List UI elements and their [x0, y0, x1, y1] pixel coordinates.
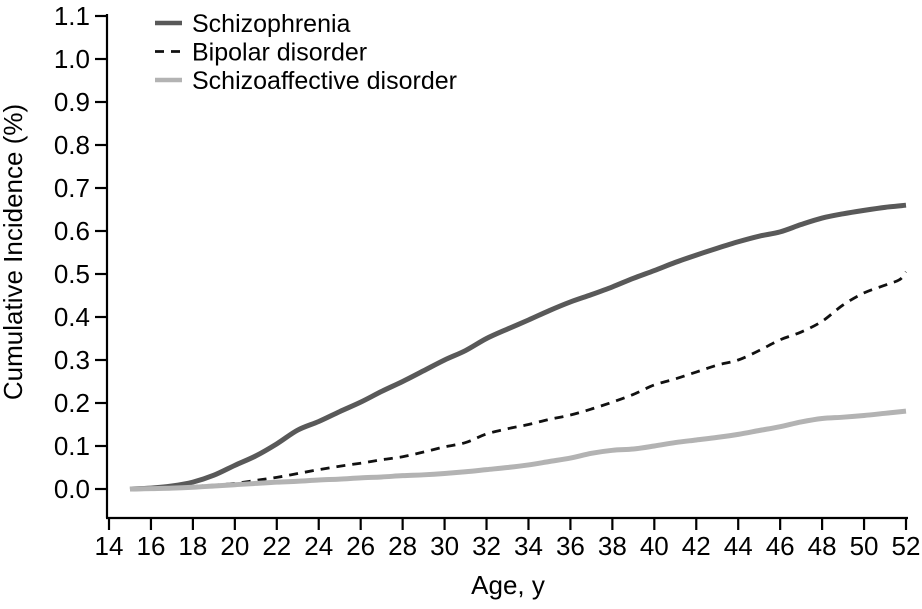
series-lines: [129, 202, 908, 492]
x-tick-label: 32: [472, 531, 501, 561]
y-tick-label: 0.8: [54, 130, 90, 160]
x-tick-label: 14: [95, 531, 124, 561]
legend-item: Schizophrenia: [155, 10, 351, 38]
x-tick-label: 38: [598, 531, 627, 561]
legend-label: Schizophrenia: [192, 10, 351, 38]
x-tick-label: 46: [766, 531, 795, 561]
series-line-schizoaffective-disorder: [129, 408, 907, 492]
legend-label: Schizoaffective disorder: [192, 67, 457, 95]
y-tick-label: 0.0: [54, 474, 90, 504]
x-tick-label: 18: [178, 531, 207, 561]
x-tick-label: 44: [724, 531, 753, 561]
x-tick-label: 40: [640, 531, 669, 561]
y-tick-label: 0.7: [54, 173, 90, 203]
y-tick-label: 0.5: [54, 259, 90, 289]
y-tick-label: 0.3: [54, 345, 90, 375]
y-tick-label: 0.9: [54, 87, 90, 117]
x-tick-label: 42: [682, 531, 711, 561]
x-tick-label: 16: [136, 531, 165, 561]
x-tick-label: 26: [346, 531, 375, 561]
series-line-bipolar-disorder: [129, 270, 908, 491]
y-tick-label: 1.0: [54, 44, 90, 74]
x-tick-label: 52: [892, 531, 921, 561]
x-tick-label: 30: [430, 531, 459, 561]
axes: 0.0 0.1 0.2 0.3 0.4 0.5 0.6 0.7 0.8 0.9 1.0 1.1 14 16…: [54, 1, 921, 561]
x-tick-label: 28: [388, 531, 417, 561]
x-tick-label: 36: [556, 531, 585, 561]
y-tick-label: 0.2: [54, 388, 90, 418]
y-tick-label: 0.1: [54, 431, 90, 461]
x-tick-label: 22: [262, 531, 291, 561]
legend-item: Schizoaffective disorder: [155, 67, 457, 95]
legend-label: Bipolar disorder: [192, 39, 367, 67]
y-tick-label: 0.6: [54, 216, 90, 246]
x-axis-title: Age, y: [471, 570, 545, 600]
x-tick-label: 50: [850, 531, 879, 561]
y-tick-label: 1.1: [54, 1, 90, 31]
x-tick-label: 24: [304, 531, 333, 561]
y-tick-label: 0.4: [54, 302, 90, 332]
legend-item: Bipolar disorder: [155, 39, 367, 67]
x-tick-label: 20: [220, 531, 249, 561]
x-tick-label: 48: [808, 531, 837, 561]
series-line-schizophrenia: [129, 202, 907, 492]
y-axis-title: Cumulative Incidence (%): [0, 104, 28, 400]
x-tick-label: 34: [514, 531, 543, 561]
